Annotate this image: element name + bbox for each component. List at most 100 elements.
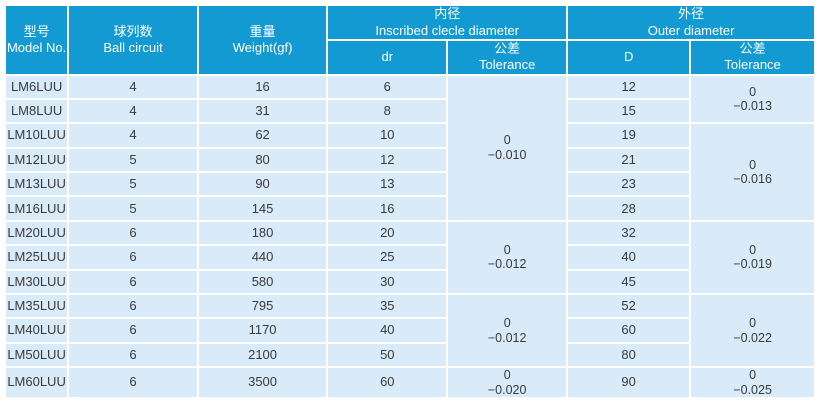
cell-dr-tolerance-upper: 0 [503,133,511,148]
cell-ball-circuit: 6 [67,244,199,271]
cell-d: 23 [566,171,692,198]
cell-ball-circuit: 6 [67,292,199,320]
cell-dr-tolerance: 0 −0.012 [446,219,569,296]
cell-dr: 35 [326,292,449,320]
cell-ball-circuit: 4 [67,97,199,125]
cell-ball-circuit: 5 [67,146,199,174]
cell-d-tolerance: 0 −0.025 [689,366,816,399]
cell-d: 90 [566,366,692,399]
header-ball-circuit: 球列数 Ball circuit [67,4,199,76]
cell-dr-tolerance-lower: −0.012 [487,330,527,345]
cell-model: LM40LUU [3,317,70,344]
cell-dr: 50 [326,341,449,369]
cell-model: LM60LUU [3,366,70,399]
cell-ball-circuit: 6 [67,219,199,247]
header-dr-tolerance: 公差 Tolerance [446,39,569,76]
header-dr-tolerance-en: Tolerance [478,57,536,73]
cell-dr-tolerance: 0 −0.020 [446,366,569,399]
cell-d: 45 [566,268,692,296]
table-row: LM40LUU 6 1170 40 60 [3,317,815,344]
cell-weight: 180 [196,219,329,247]
cell-d: 52 [566,292,692,320]
cell-weight: 440 [196,244,329,271]
header-weight: 重量 Weight(gf) [196,4,329,76]
cell-weight: 1170 [196,317,329,344]
cell-model: LM8LUU [3,97,70,125]
cell-d-tolerance-upper: 0 [749,157,757,172]
cell-model: LM12LUU [3,146,70,174]
cell-weight: 145 [196,195,329,222]
cell-ball-circuit: 4 [67,122,199,149]
cell-ball-circuit: 5 [67,171,199,198]
cell-dr: 30 [326,268,449,296]
header-ball-circuit-en: Ball circuit [103,39,163,55]
header-dr-tolerance-zh: 公差 [494,41,521,56]
header-inner-diameter-en: Inscribed clecle diameter [375,22,520,38]
cell-weight: 2100 [196,341,329,369]
header-d-tolerance-en: Tolerance [724,57,781,73]
header-dr: dr [326,39,449,76]
table-row: LM35LUU 6 795 35 0 −0.012 52 0 −0.022 [3,292,816,369]
cell-dr-tolerance-lower: −0.010 [487,147,527,162]
cell-dr-tolerance-upper: 0 [503,243,511,258]
cell-weight: 795 [196,292,329,320]
cell-d-tolerance-lower: −0.019 [733,257,772,272]
cell-d-tolerance-lower: −0.022 [733,330,772,345]
table-row: LM20LUU 6 180 20 0 −0.012 32 0 −0.019 [3,219,816,296]
cell-model: LM10LUU [3,122,70,149]
cell-dr: 13 [326,171,449,198]
header-outer-diameter-zh: 外径 [678,6,705,22]
header-weight-en: Weight(gf) [232,39,293,55]
header-model-no: 型号 Model No. [3,4,70,76]
cell-model: LM35LUU [3,292,70,320]
cell-d: 80 [566,341,692,369]
bearing-spec-table-container: 型号 Model No. 球列数 Ball circuit 重量 Weight(… [3,4,816,399]
cell-model: LM30LUU [3,268,70,296]
cell-dr-tolerance-lower: −0.012 [487,257,527,272]
cell-d: 12 [566,73,692,100]
cell-ball-circuit: 5 [67,195,199,222]
cell-dr: 16 [326,195,449,222]
cell-d-tolerance-lower: −0.025 [733,382,772,397]
cell-d-tolerance-upper: 0 [749,243,757,258]
cell-weight: 580 [196,268,329,296]
cell-dr-tolerance: 0 −0.012 [446,293,569,369]
cell-model: LM13LUU [3,171,70,198]
cell-ball-circuit: 6 [67,366,199,399]
cell-dr-tolerance-lower: −0.020 [487,382,527,397]
header-inner-diameter-zh: 内径 [434,6,461,22]
cell-ball-circuit: 4 [67,73,199,100]
cell-d-tolerance-upper: 0 [749,316,757,331]
table-row: LM25LUU 6 440 25 40 [3,244,815,271]
table-row: LM60LUU 6 3500 60 0 −0.020 90 0 −0.025 [3,366,816,399]
cell-weight: 16 [196,73,329,100]
cell-model: LM50LUU [3,341,70,369]
cell-model: LM16LUU [3,195,70,222]
cell-weight: 3500 [196,366,329,399]
cell-dr: 20 [326,219,449,247]
header-d-tolerance-zh: 公差 [739,41,766,56]
header-weight-zh: 重量 [249,23,276,39]
header-d: D [566,39,692,76]
cell-d-tolerance: 0 −0.013 [689,73,816,125]
header-inner-diameter-group: 内径 Inscribed clecle diameter [326,4,569,41]
cell-model: LM6LUU [3,73,70,100]
cell-d: 15 [566,97,692,125]
table-row: LM10LUU 4 62 10 19 0 −0.016 [3,122,816,222]
cell-d-tolerance: 0 −0.022 [689,293,816,369]
cell-weight: 31 [196,97,329,125]
header-model-no-en: Model No. [6,39,67,55]
cell-d: 40 [566,244,692,271]
header-outer-diameter-en: Outer diameter [647,22,735,38]
header-d-tolerance: 公差 Tolerance [689,39,816,76]
cell-weight: 80 [196,146,329,174]
table-row: LM50LUU 6 2100 50 80 [3,341,815,369]
cell-ball-circuit: 6 [67,268,199,296]
cell-dr: 25 [326,244,449,271]
cell-dr: 40 [326,317,449,344]
table-row: LM8LUU 4 31 8 15 [3,97,815,125]
table-row: LM16LUU 5 145 16 28 [3,195,815,222]
cell-ball-circuit: 6 [67,341,199,369]
table-row: LM12LUU 5 80 12 21 [3,146,815,174]
cell-dr: 10 [326,122,449,149]
